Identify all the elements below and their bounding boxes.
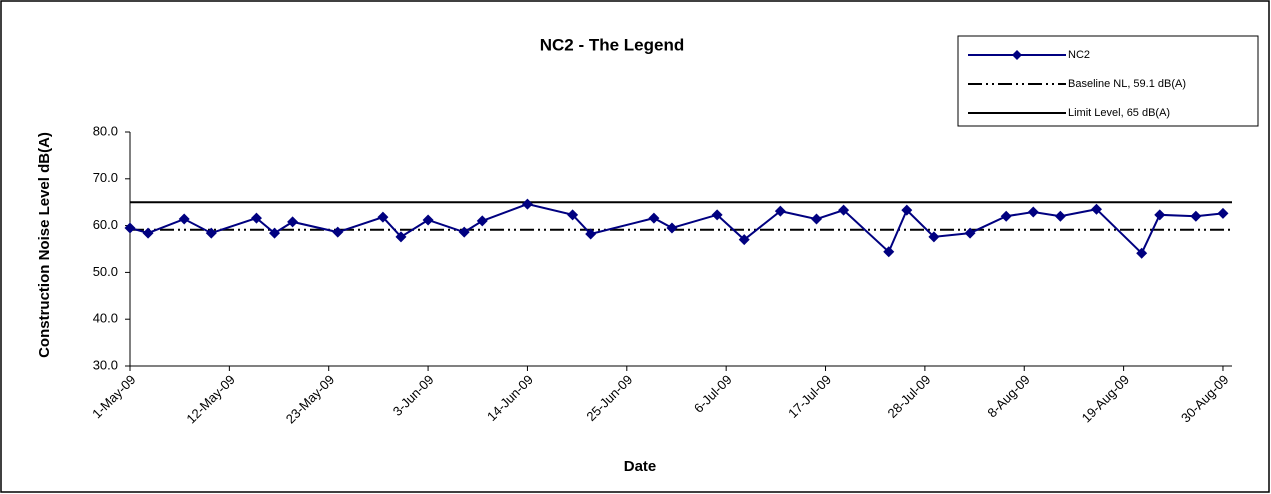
data-point bbox=[1154, 209, 1166, 221]
legend-label: Limit Level, 65 dB(A) bbox=[1068, 107, 1170, 119]
y-tick-label: 80.0 bbox=[93, 123, 118, 138]
data-point bbox=[332, 226, 344, 238]
x-axis-label: Date bbox=[624, 458, 657, 475]
data-point bbox=[377, 211, 389, 223]
legend-label: Baseline NL, 59.1 dB(A) bbox=[1068, 78, 1186, 90]
data-point bbox=[964, 227, 976, 239]
data-point bbox=[928, 231, 940, 243]
data-point bbox=[738, 234, 750, 246]
data-point bbox=[1027, 206, 1039, 218]
data-point bbox=[1190, 210, 1202, 222]
data-point bbox=[205, 227, 217, 239]
data-point bbox=[1000, 210, 1012, 222]
data-point bbox=[1054, 210, 1066, 222]
data-point bbox=[648, 212, 660, 224]
y-tick-label: 40.0 bbox=[93, 311, 118, 326]
data-point bbox=[1217, 207, 1229, 219]
data-point bbox=[901, 204, 913, 216]
chart-title: NC2 - The Legend bbox=[540, 35, 685, 54]
legend-box bbox=[957, 35, 1259, 127]
data-point bbox=[124, 222, 136, 234]
data-point bbox=[458, 226, 470, 238]
data-point bbox=[250, 212, 262, 224]
data-point bbox=[1091, 203, 1103, 215]
legend-label: NC2 bbox=[1068, 49, 1090, 61]
data-point bbox=[567, 209, 579, 221]
data-point bbox=[395, 231, 407, 243]
data-point bbox=[521, 198, 533, 210]
data-point bbox=[422, 214, 434, 226]
data-point bbox=[476, 215, 488, 227]
data-point bbox=[774, 205, 786, 217]
data-point bbox=[1136, 247, 1148, 259]
y-tick-label: 60.0 bbox=[93, 217, 118, 232]
data-point bbox=[838, 204, 850, 216]
data-point bbox=[287, 216, 299, 228]
y-tick-label: 50.0 bbox=[93, 264, 118, 279]
data-point bbox=[585, 228, 597, 240]
data-point bbox=[269, 227, 281, 239]
data-point bbox=[883, 246, 895, 258]
legend-marker bbox=[1012, 50, 1022, 60]
y-axis-label: Construction Noise Level dB(A) bbox=[36, 132, 53, 358]
y-tick-label: 30.0 bbox=[93, 357, 118, 372]
y-tick-label: 70.0 bbox=[93, 170, 118, 185]
data-point bbox=[142, 227, 154, 239]
data-point bbox=[711, 209, 723, 221]
data-point bbox=[178, 213, 190, 225]
data-point bbox=[666, 222, 678, 234]
data-point bbox=[810, 213, 822, 225]
